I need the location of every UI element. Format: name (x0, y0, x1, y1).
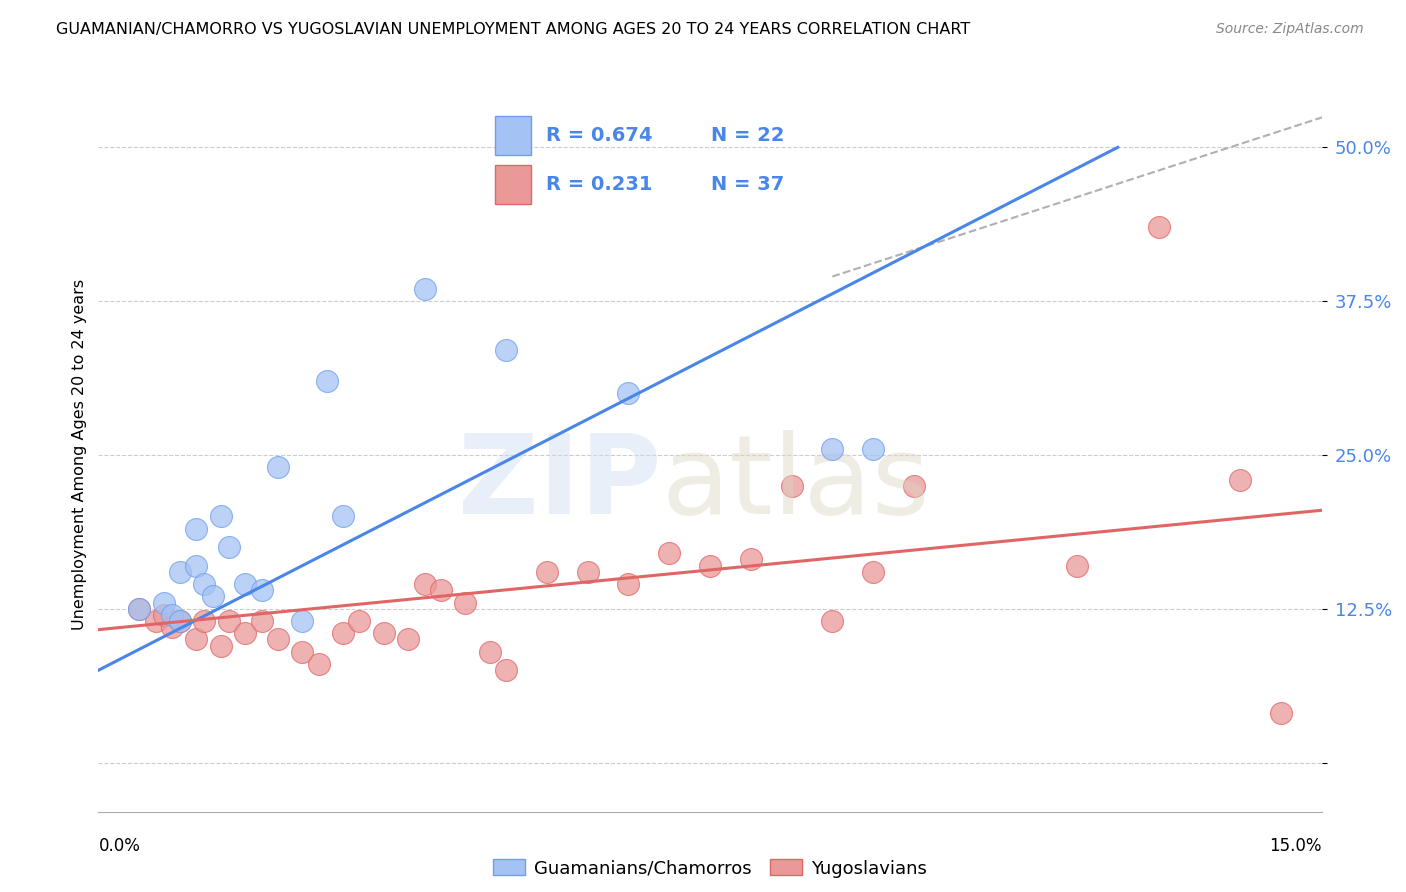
Point (128, 601, 150, 615)
Point (193, 614, 215, 628)
Text: N = 22: N = 22 (711, 127, 785, 145)
Point (233, 577, 256, 591)
Point (186, 558, 208, 573)
Point (250, 614, 273, 628)
Point (536, 565, 558, 579)
Point (193, 577, 215, 591)
Bar (495, 116, 531, 155)
Point (454, 596, 477, 610)
Point (267, 632, 290, 647)
Point (658, 546, 681, 560)
Bar (495, 165, 531, 204)
Point (169, 614, 191, 628)
Point (495, 663, 517, 677)
Text: 15.0%: 15.0% (1270, 837, 1322, 855)
Point (780, 478, 803, 492)
Legend: Guamanians/Chamorros, Yugoslavians: Guamanians/Chamorros, Yugoslavians (485, 852, 935, 885)
Point (209, 509, 232, 524)
Point (218, 540, 240, 554)
Point (169, 614, 191, 628)
Point (495, 343, 517, 358)
Point (201, 590, 224, 604)
Point (821, 614, 844, 628)
Text: Source: ZipAtlas.com: Source: ZipAtlas.com (1216, 22, 1364, 37)
Text: GUAMANIAN/CHAMORRO VS YUGOSLAVIAN UNEMPLOYMENT AMONG AGES 20 TO 24 YEARS CORRELA: GUAMANIAN/CHAMORRO VS YUGOSLAVIAN UNEMPL… (56, 22, 970, 37)
Point (349, 614, 371, 628)
Text: R = 0.674: R = 0.674 (546, 127, 652, 145)
Point (1147, 220, 1170, 235)
Point (430, 583, 453, 598)
Point (145, 614, 167, 628)
Text: ZIP: ZIP (458, 430, 661, 537)
Point (209, 639, 232, 653)
Point (478, 645, 501, 659)
Point (413, 577, 436, 591)
Point (699, 558, 721, 573)
Point (1066, 558, 1088, 573)
Point (152, 596, 174, 610)
Point (332, 626, 354, 640)
Point (169, 565, 191, 579)
Text: 0.0%: 0.0% (98, 837, 141, 855)
Point (332, 509, 354, 524)
Text: atlas: atlas (661, 430, 929, 537)
Y-axis label: Unemployment Among Ages 20 to 24 years: Unemployment Among Ages 20 to 24 years (72, 279, 87, 631)
Point (1270, 706, 1292, 721)
Point (308, 657, 330, 671)
Point (617, 577, 640, 591)
Point (291, 614, 314, 628)
Point (250, 583, 273, 598)
Point (152, 607, 174, 622)
Text: R = 0.231: R = 0.231 (546, 175, 652, 194)
Point (128, 601, 150, 615)
Point (315, 374, 337, 388)
Point (862, 565, 884, 579)
Point (413, 282, 436, 296)
Point (373, 626, 395, 640)
Point (267, 460, 290, 475)
Point (1229, 473, 1251, 487)
Point (186, 522, 208, 536)
Point (617, 386, 640, 401)
Point (160, 607, 183, 622)
Point (218, 614, 240, 628)
Point (291, 645, 314, 659)
Point (396, 632, 419, 647)
Point (576, 565, 599, 579)
Point (821, 442, 844, 456)
Point (233, 626, 256, 640)
Point (903, 478, 925, 492)
Point (862, 442, 884, 456)
Point (160, 620, 183, 634)
Point (186, 632, 208, 647)
Point (740, 552, 762, 566)
Text: N = 37: N = 37 (711, 175, 785, 194)
